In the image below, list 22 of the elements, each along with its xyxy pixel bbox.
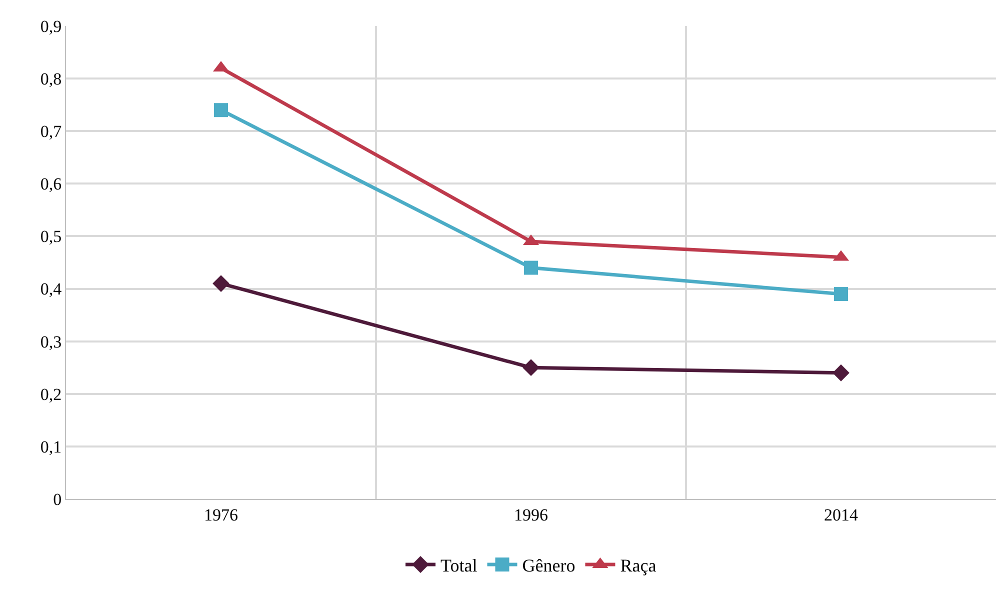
x-tick-label: 1996 (514, 505, 548, 524)
point (524, 260, 538, 275)
point (522, 359, 540, 376)
y-tick-label: 0,9 (40, 16, 62, 36)
y-tick-label: 0,2 (40, 384, 62, 404)
legend-label: Gênero (522, 556, 576, 576)
y-tick-label: 0,8 (40, 70, 62, 89)
y-tick-label: 0,7 (40, 122, 62, 142)
y-tick-label: 0 (53, 490, 62, 509)
y-tick-label: 0,5 (40, 227, 62, 246)
y-tick-label: 0,3 (40, 332, 62, 352)
x-tick-label: 2014 (824, 505, 858, 524)
y-tick-label: 0,6 (40, 174, 62, 194)
point (212, 275, 230, 292)
x-tick-label: 1976 (204, 505, 238, 524)
point (832, 364, 850, 382)
point (214, 103, 228, 118)
y-tick-label: 0,4 (40, 280, 62, 299)
legend-label: Raça (620, 556, 656, 576)
point (834, 287, 848, 302)
y-tick-label: 0,1 (40, 437, 62, 456)
legend-label: Total (440, 556, 478, 576)
